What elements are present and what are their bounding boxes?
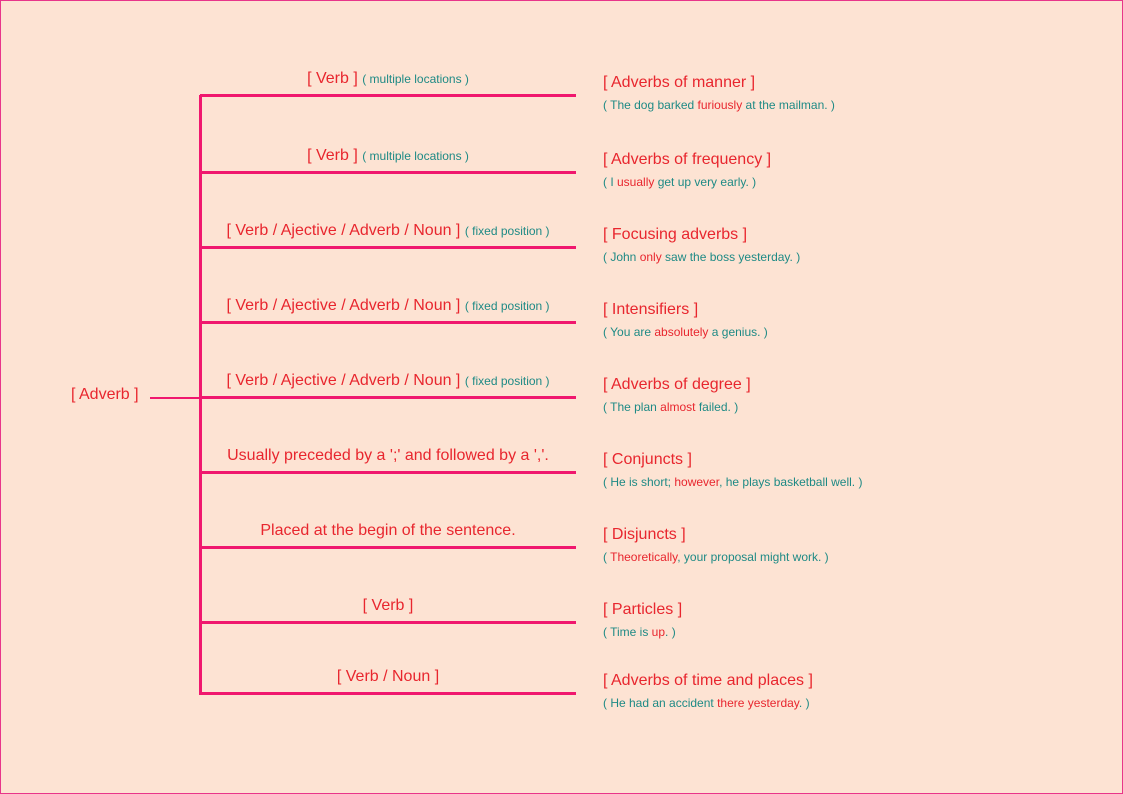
branch-category: [ Adverbs of manner ] ( The dog barked fu… [603,73,835,113]
example-adverb: however [674,475,720,489]
category-title: [ Adverbs of degree ] [603,376,751,393]
branch-usage: [ Verb ] [200,597,576,615]
branch-usage: [ Verb / Ajective / Adverb / Noun ] ( fi… [200,297,576,315]
branch-category: [ Particles ] ( Time is up. ) [603,600,682,640]
example-adverb: there yesterday [717,696,799,710]
example-text: a genius. ) [708,325,768,339]
category-title: [ Disjuncts ] [603,526,686,543]
usage-label: [ Verb ] [307,70,358,87]
example-adverb: furiously [697,98,743,112]
category-title: [ Conjuncts ] [603,451,692,468]
example-adverb: almost [660,400,696,414]
example-text: ( The plan [603,400,661,414]
branch-usage: [ Verb ] ( multiple locations ) [200,70,576,88]
example-text: saw the boss yesterday. ) [661,250,801,264]
category-example: ( John only saw the boss yesterday. ) [603,249,800,265]
branch-usage: [ Verb ] ( multiple locations ) [200,147,576,165]
branch-category: [ Disjuncts ] ( Theoretically, your propo… [603,525,829,565]
root-node: [ Adverb ] [71,386,139,403]
category-example: ( The dog barked furiously at the mailma… [603,97,835,113]
usage-note: ( multiple locations ) [362,149,469,163]
category-example: ( He is short; however, he plays basketb… [603,474,862,490]
example-text: , he plays basketball well. ) [719,475,863,489]
branch-usage: [ Verb / Ajective / Adverb / Noun ] ( fi… [200,222,576,240]
branch-category: [ Adverbs of frequency ] ( I usually get … [603,150,771,190]
category-title: [ Adverbs of time and places ] [603,672,813,689]
example-adverb: Theoretically [610,550,678,564]
branch-line [200,621,576,624]
category-title: [ Adverbs of manner ] [603,74,756,91]
usage-label: Usually preceded by a ';' and followed b… [227,447,549,464]
branch-line [200,546,576,549]
usage-note: ( fixed position ) [464,224,550,238]
branch-category: [ Conjuncts ] ( He is short; however, he … [603,450,862,490]
branch-category: [ Adverbs of time and places ] ( He had a… [603,671,813,711]
example-adverb: only [639,250,662,264]
example-text: ( I [603,175,617,189]
branch-line [200,171,576,174]
tree-trunk [199,95,202,695]
usage-label: [ Verb / Noun ] [336,668,440,685]
example-text: ( [603,550,611,564]
category-title: [ Adverbs of frequency ] [603,151,772,168]
usage-note: ( fixed position ) [464,374,550,388]
branch-line [200,396,576,399]
category-example: ( He had an accident there yesterday. ) [603,695,813,711]
usage-note: ( multiple locations ) [362,72,469,86]
category-example: ( You are absolutely a genius. ) [603,324,768,340]
usage-label: [ Verb ] [307,147,358,164]
category-example: ( I usually get up very early. ) [603,174,771,190]
example-text: get up very early. ) [654,175,757,189]
usage-label: [ Verb ] [362,597,414,614]
example-text: ( The dog barked [603,98,698,112]
example-text: ( You are [603,325,655,339]
usage-label: [ Verb / Ajective / Adverb / Noun ] [226,372,461,389]
category-example: ( The plan almost failed. ) [603,399,751,415]
example-text: at the mailman. ) [742,98,835,112]
branch-usage: [ Verb / Ajective / Adverb / Noun ] ( fi… [200,372,576,390]
usage-label: [ Verb / Ajective / Adverb / Noun ] [226,222,461,239]
branch-category: [ Focusing adverbs ] ( John only saw the … [603,225,800,265]
branch-usage: [ Verb / Noun ] [200,668,576,686]
branch-line [200,246,576,249]
usage-label: Placed at the begin of the sentence. [260,522,516,539]
example-adverb: up [651,625,666,639]
category-example: ( Time is up. ) [603,624,682,640]
example-text: , your proposal might work. ) [677,550,829,564]
branch-usage: Placed at the begin of the sentence. [200,522,576,540]
usage-label: [ Verb / Ajective / Adverb / Noun ] [226,297,461,314]
example-adverb: usually [617,175,655,189]
example-text: . ) [798,696,810,710]
branch-line [200,471,576,474]
usage-note: ( fixed position ) [464,299,550,313]
category-title: [ Intensifiers ] [603,301,699,318]
example-text: ( He is short; [603,475,675,489]
branch-category: [ Intensifiers ] ( You are absolutely a g… [603,300,768,340]
example-text: failed. ) [695,400,739,414]
branch-line [200,692,576,695]
root-connector [150,397,200,399]
example-text: ( Time is [603,625,652,639]
branch-usage: Usually preceded by a ';' and followed b… [200,447,576,465]
branch-line [200,94,576,97]
example-text: ( John [603,250,640,264]
category-title: [ Particles ] [603,601,683,618]
category-example: ( Theoretically, your proposal might wor… [603,549,829,565]
example-text: ( He had an accident [603,696,718,710]
branch-category: [ Adverbs of degree ] ( The plan almost f… [603,375,751,415]
category-title: [ Focusing adverbs ] [603,226,748,243]
example-text: . ) [665,625,676,639]
example-adverb: absolutely [654,325,709,339]
branch-line [200,321,576,324]
